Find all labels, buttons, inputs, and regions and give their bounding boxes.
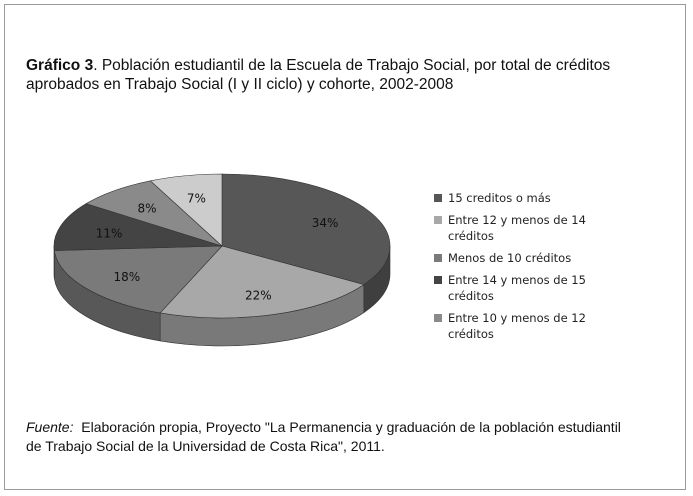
legend-swatch (434, 216, 442, 224)
source-text: Elaboración propia, Proyecto "La Permane… (26, 419, 621, 454)
data-label: 7% (187, 191, 206, 205)
legend-swatch (434, 314, 442, 322)
data-label: 8% (138, 202, 157, 216)
legend-swatch (434, 254, 442, 262)
data-label: 22% (245, 288, 272, 302)
chart-title: Gráfico 3. Población estudiantil de la E… (26, 56, 676, 94)
legend-entry: Entre 10 y menos de 12 créditos (434, 310, 634, 342)
legend-label: 15 creditos o más (448, 191, 551, 205)
legend-entry: Entre 12 y menos de 14 créditos (434, 212, 634, 244)
legend: 15 creditos o más Entre 12 y menos de 14 … (434, 190, 634, 348)
slice (221, 173, 391, 285)
data-label: 34% (312, 216, 339, 230)
source-label: Fuente: (26, 419, 74, 435)
data-label: 18% (114, 270, 141, 284)
legend-swatch (434, 194, 442, 202)
source: Fuente: Elaboración propia, Proyecto "La… (26, 418, 636, 456)
slice (159, 245, 365, 319)
slice (149, 173, 223, 247)
legend-entry: Entre 14 y menos de 15 créditos (434, 272, 634, 304)
data-label: 11% (96, 226, 123, 240)
legend-label: Entre 12 y menos de 14 créditos (448, 213, 586, 243)
legend-swatch (434, 276, 442, 284)
title-text: . Población estudiantil de la Escuela de… (26, 57, 611, 93)
legend-entry: Menos de 10 créditos (434, 250, 634, 266)
title-prefix: Gráfico 3 (26, 57, 94, 74)
legend-label: Menos de 10 créditos (448, 251, 572, 265)
slice (53, 203, 223, 251)
legend-entry: 15 creditos o más (434, 190, 634, 206)
slice (53, 245, 223, 314)
legend-label: Entre 10 y menos de 12 créditos (448, 311, 586, 341)
legend-label: Entre 14 y menos de 15 créditos (448, 273, 586, 303)
